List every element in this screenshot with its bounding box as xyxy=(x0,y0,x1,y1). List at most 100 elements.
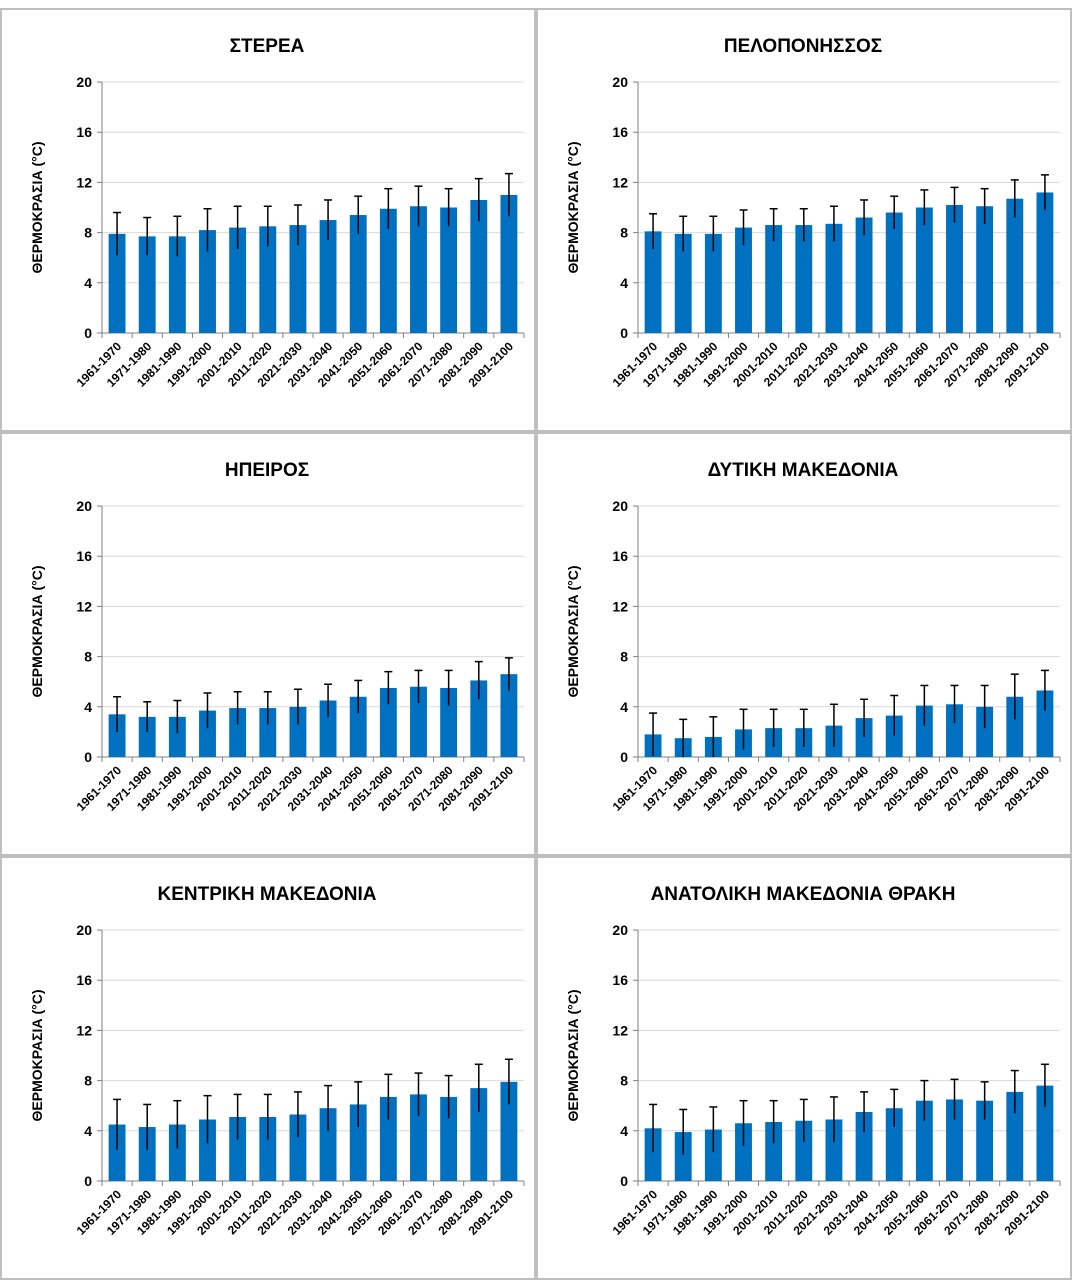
chart-title: ΑΝΑΤΟΛΙΚΗ ΜΑΚΕΔΟΝΙΑ ΘΡΑΚΗ xyxy=(651,884,956,905)
bar xyxy=(349,1104,367,1181)
y-tick-label: 16 xyxy=(76,972,92,988)
chart-panel: ΚΕΝΤΡΙΚΗ ΜΑΚΕΔΟΝΙΑ ΘΕΡΜΟΚΡΑΣΙΑ (°C) 0 4 8 12 1… xyxy=(0,856,536,1280)
bar xyxy=(379,1096,397,1181)
bar xyxy=(644,231,662,333)
bar xyxy=(976,1100,994,1181)
y-tick-label: 4 xyxy=(84,275,92,291)
y-tick-label: 20 xyxy=(76,74,92,90)
y-axis-label: ΘΕΡΜΟΚΡΑΣΙΑ (°C) xyxy=(565,566,581,698)
bar xyxy=(168,716,186,757)
bar xyxy=(349,696,367,757)
y-tick-label: 0 xyxy=(84,749,92,765)
y-tick-label: 8 xyxy=(84,225,92,241)
bar xyxy=(735,227,752,333)
y-tick-label: 4 xyxy=(620,275,628,291)
bar xyxy=(885,715,903,757)
y-tick-label: 4 xyxy=(620,699,628,715)
y-tick-label: 12 xyxy=(76,598,92,614)
bar xyxy=(108,233,126,333)
bar xyxy=(825,1119,843,1181)
bar xyxy=(500,1081,518,1181)
y-tick-label: 16 xyxy=(76,124,92,140)
bar xyxy=(259,708,277,757)
bar xyxy=(229,1116,247,1181)
chart-panel: ΠΕΛΟΠΟΝΗΣΣΟΣ ΘΕΡΜΟΚΡΑΣΙΑ (°C) 0 4 8 12 16 20 196… xyxy=(536,8,1072,432)
bar xyxy=(289,706,307,757)
bar xyxy=(674,1132,692,1181)
y-tick-label: 16 xyxy=(612,972,628,988)
bar xyxy=(946,1099,963,1181)
bar xyxy=(199,1119,216,1181)
y-tick-label: 8 xyxy=(84,1073,92,1089)
y-axis-label: ΘΕΡΜΟΚΡΑΣΙΑ (°C) xyxy=(565,990,581,1122)
bar xyxy=(1036,1085,1054,1181)
bar xyxy=(976,706,994,757)
chart-panel: ΣΤΕΡΕΑ ΘΕΡΜΟΚΡΑΣΙΑ (°C) 0 4 8 12 16 20 1961-1970… xyxy=(0,8,536,432)
bar xyxy=(410,1094,427,1181)
y-tick-label: 8 xyxy=(620,649,628,665)
bar xyxy=(500,194,518,333)
bar xyxy=(108,714,126,757)
y-tick-label: 12 xyxy=(76,1022,92,1038)
y-tick-label: 20 xyxy=(612,922,628,938)
bar xyxy=(289,1114,307,1181)
bar xyxy=(199,230,216,333)
y-tick-label: 12 xyxy=(612,1022,628,1038)
y-tick-label: 0 xyxy=(84,1173,92,1189)
y-tick-label: 0 xyxy=(84,325,92,341)
chart-title: ΠΕΛΟΠΟΝΗΣΣΟΣ xyxy=(724,36,882,57)
bar xyxy=(259,226,277,333)
bar xyxy=(946,204,963,333)
bar xyxy=(470,1088,488,1181)
bar xyxy=(704,233,722,333)
bar xyxy=(259,1116,277,1181)
bar xyxy=(644,1128,662,1181)
bar xyxy=(735,1123,752,1181)
y-tick-label: 8 xyxy=(620,225,628,241)
y-tick-label: 16 xyxy=(612,548,628,564)
chart-title: ΗΠΕΙΡΟΣ xyxy=(225,460,309,481)
chart-svg: ΔΥΤΙΚΗ ΜΑΚΕΔΟΝΙΑ ΘΕΡΜΟΚΡΑΣΙΑ (°C) 0 4 8 12 16 2… xyxy=(565,460,1061,814)
chart-panel: ΑΝΑΤΟΛΙΚΗ ΜΑΚΕΔΟΝΙΑ ΘΡΑΚΗ ΘΕΡΜΟΚΡΑΣΙΑ (°C… xyxy=(536,856,1072,1280)
y-tick-label: 16 xyxy=(612,124,628,140)
y-tick-label: 12 xyxy=(76,174,92,190)
bar xyxy=(229,227,247,333)
bar xyxy=(289,225,307,333)
bar xyxy=(319,700,337,757)
y-tick-label: 20 xyxy=(612,74,628,90)
y-axis-label: ΘΕΡΜΟΚΡΑΣΙΑ (°C) xyxy=(29,142,45,274)
y-tick-label: 4 xyxy=(620,1123,628,1139)
bar xyxy=(500,674,518,757)
y-tick-label: 12 xyxy=(612,174,628,190)
chart-title: ΔΥΤΙΚΗ ΜΑΚΕΔΟΝΙΑ xyxy=(708,460,899,481)
bar xyxy=(795,225,813,333)
bar xyxy=(765,225,783,333)
bar xyxy=(319,1108,337,1181)
bar xyxy=(440,1096,458,1181)
bar xyxy=(855,1111,873,1181)
bar xyxy=(825,223,843,333)
bar xyxy=(885,212,903,333)
chart-panel: ΔΥΤΙΚΗ ΜΑΚΕΔΟΝΙΑ ΘΕΡΜΟΚΡΑΣΙΑ (°C) 0 4 8 12 16 2… xyxy=(536,432,1072,856)
y-tick-label: 0 xyxy=(620,325,628,341)
y-tick-label: 12 xyxy=(612,598,628,614)
bar xyxy=(168,236,186,333)
chart-svg: ΚΕΝΤΡΙΚΗ ΜΑΚΕΔΟΝΙΑ ΘΕΡΜΟΚΡΑΣΙΑ (°C) 0 4 8 12 1… xyxy=(29,884,525,1238)
bar xyxy=(440,687,458,757)
bar xyxy=(379,208,397,333)
bar xyxy=(795,1120,813,1181)
y-tick-label: 16 xyxy=(76,548,92,564)
y-tick-label: 20 xyxy=(76,922,92,938)
bar xyxy=(915,207,933,333)
bar xyxy=(379,687,397,757)
y-tick-label: 20 xyxy=(76,498,92,514)
bar xyxy=(1006,1091,1024,1181)
chart-title: ΣΤΕΡΕΑ xyxy=(230,36,305,57)
bar xyxy=(915,705,933,757)
bar xyxy=(138,1127,156,1181)
bar xyxy=(440,207,458,333)
chart-title: ΚΕΝΤΡΙΚΗ ΜΑΚΕΔΟΝΙΑ xyxy=(158,884,377,905)
y-tick-label: 20 xyxy=(612,498,628,514)
